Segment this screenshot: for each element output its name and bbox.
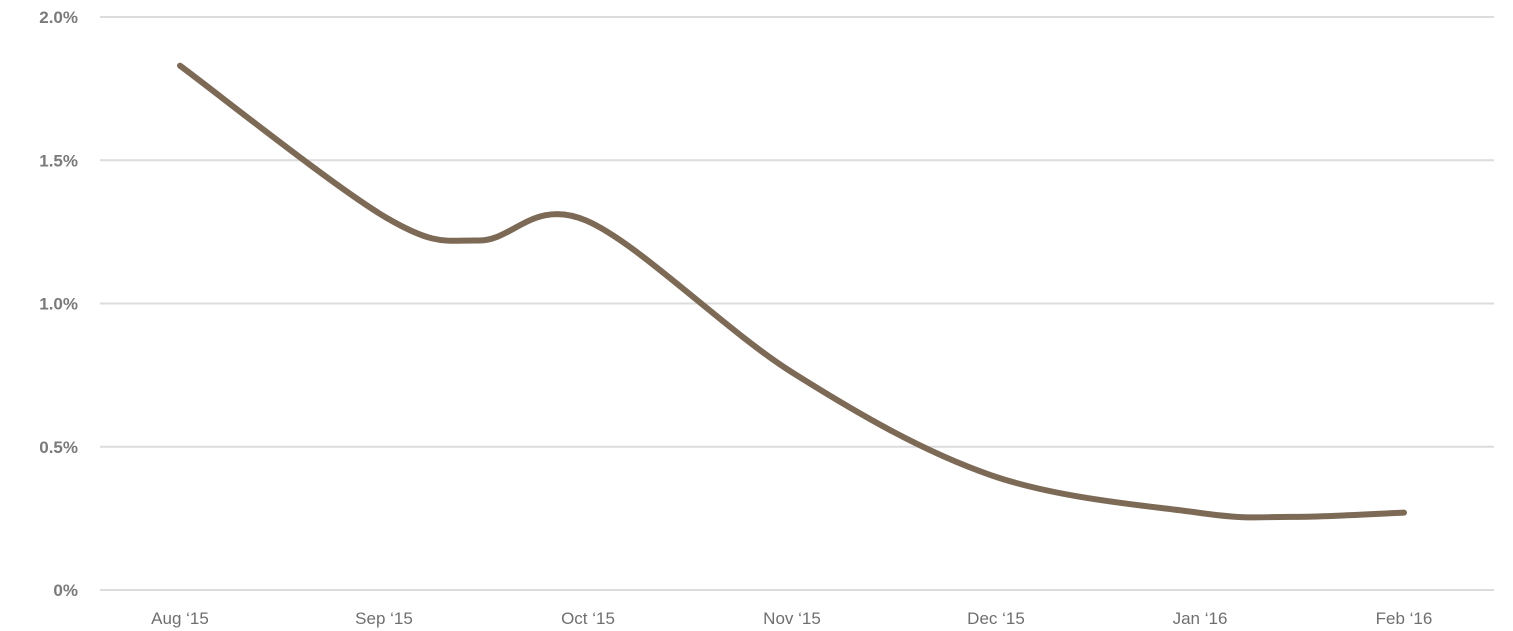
data-point: [1195, 510, 1201, 516]
y-tick-label: 1.5%: [39, 151, 78, 170]
x-tick-label: Oct ‘15: [561, 609, 615, 628]
y-axis: 0% 0.5% 1.0% 1.5% 2.0%: [39, 8, 78, 600]
x-tick-label: Jan ‘16: [1173, 609, 1228, 628]
data-point: [789, 369, 795, 375]
x-tick-label: Nov ‘15: [763, 609, 821, 628]
x-tick-label: Feb ‘16: [1376, 609, 1433, 628]
series-layer: [177, 62, 1407, 521]
x-axis: Aug ‘15 Sep ‘15 Oct ‘15 Nov ‘15 Dec ‘15 Jan ‘…: [151, 609, 1432, 628]
data-point: [1401, 510, 1407, 516]
data-point: [177, 63, 183, 69]
x-tick-label: Dec ‘15: [967, 609, 1025, 628]
y-tick-label: 1.0%: [39, 295, 78, 314]
data-point: [583, 217, 589, 223]
data-point: [989, 472, 995, 478]
data-point: [1288, 514, 1294, 520]
y-tick-label: 2.0%: [39, 8, 78, 27]
x-tick-label: Sep ‘15: [355, 609, 413, 628]
data-point: [383, 215, 389, 221]
y-tick-label: 0.5%: [39, 438, 78, 457]
gridlines: [100, 16, 1494, 591]
data-point: [476, 237, 482, 243]
y-tick-label: 0%: [53, 581, 78, 600]
series-line: [177, 62, 1407, 521]
x-tick-label: Aug ‘15: [151, 609, 209, 628]
